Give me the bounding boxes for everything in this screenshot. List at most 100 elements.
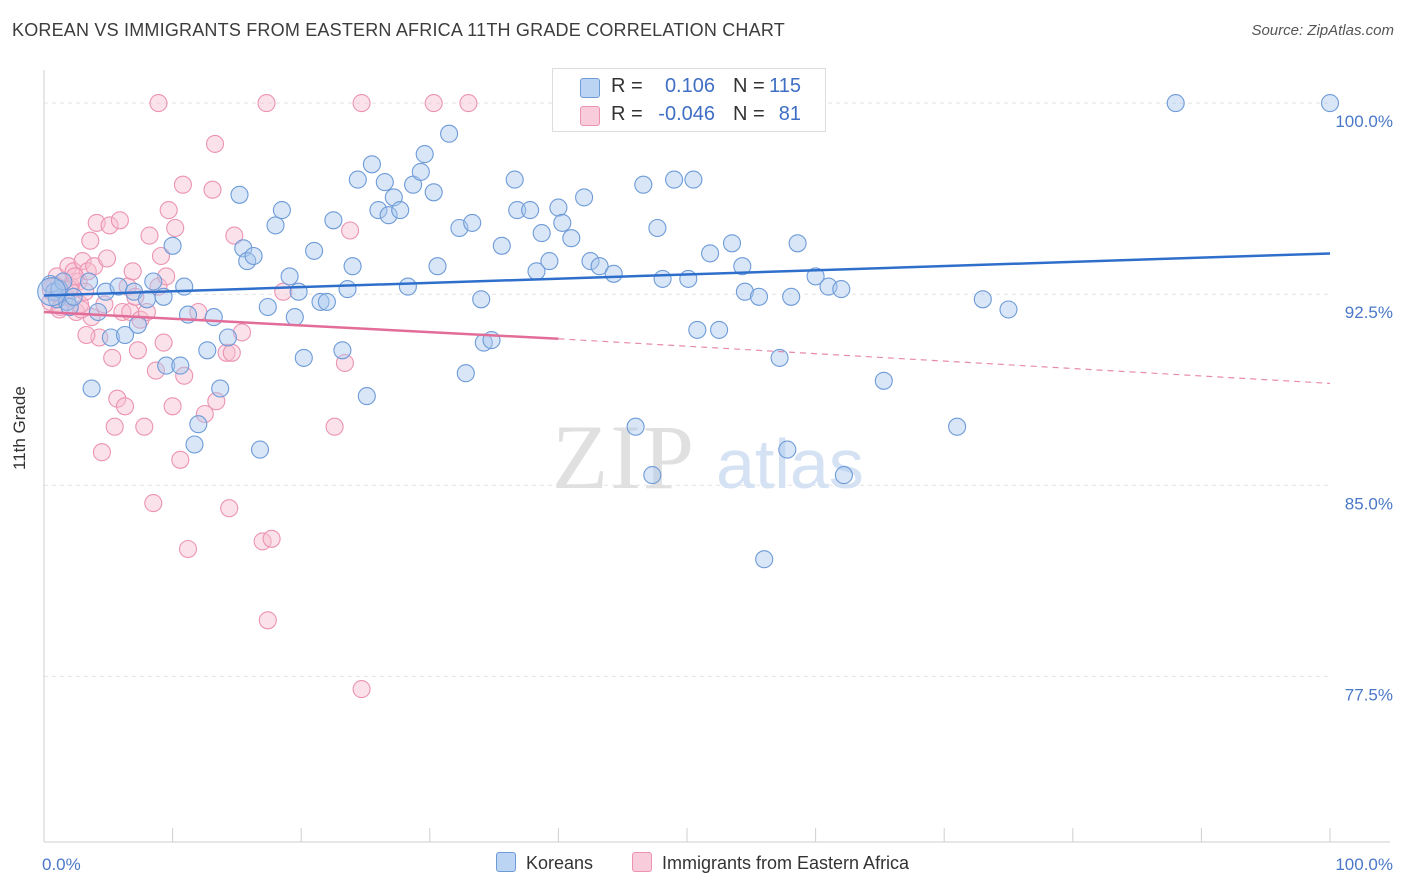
eastern-africa-point: [175, 366, 194, 385]
korean-point: [532, 224, 551, 243]
eastern-africa-point: [108, 389, 127, 408]
korean-point: [701, 244, 720, 263]
korean-point: [604, 264, 623, 283]
korean-point: [806, 267, 825, 286]
korean-point: [204, 308, 223, 327]
axes: [43, 70, 1390, 843]
eastern-africa-trend-extension: [558, 338, 1331, 384]
korean-point: [230, 185, 249, 204]
eastern-africa-point: [352, 94, 371, 113]
korean-point: [357, 387, 376, 406]
eastern-africa-trend-line: [43, 310, 559, 341]
korean-point: [324, 211, 343, 230]
chart-title: KOREAN VS IMMIGRANTS FROM EASTERN AFRICA…: [12, 20, 785, 40]
bottom-legend-eastern-africa: Immigrants from Eastern Africa: [632, 852, 909, 874]
legend-n-label: N =: [733, 103, 765, 125]
korean-point: [171, 356, 190, 375]
korean-point: [266, 216, 285, 235]
eastern-africa-point: [149, 94, 168, 113]
eastern-africa-point: [65, 267, 84, 286]
eastern-africa-point: [195, 404, 214, 424]
eastern-africa-point: [258, 611, 277, 630]
korean-point: [770, 348, 789, 367]
legend-r-value: 0.106: [664, 75, 715, 97]
y-tick-label: 77.5%: [1345, 685, 1393, 704]
korean-point: [590, 257, 609, 276]
korean-points: [37, 94, 1340, 569]
korean-point: [581, 252, 600, 271]
eastern-africa-point: [100, 216, 119, 235]
korean-point: [562, 229, 581, 248]
korean-point: [294, 348, 313, 367]
korean-point: [575, 188, 594, 207]
eastern-africa-point: [220, 499, 239, 518]
korean-point: [540, 252, 559, 271]
legend-n-value: 81: [778, 103, 801, 125]
legend-swatch-koreans: [580, 78, 600, 98]
korean-point: [60, 297, 79, 317]
watermark-atlas: atlas: [716, 425, 864, 503]
korean-point: [508, 201, 527, 220]
x-tick-labels: 0.0% 100.0%: [42, 855, 1393, 874]
eastern-africa-point: [171, 450, 190, 469]
y-tick-label: 85.0%: [1345, 494, 1393, 513]
eastern-africa-point: [424, 94, 443, 113]
korean-point: [185, 435, 204, 454]
correlation-legend: R = 0.106 N = 115 R = -0.046 N = 81: [552, 68, 826, 132]
eastern-africa-point: [135, 417, 154, 436]
korean-point: [733, 257, 752, 276]
korean-point: [428, 257, 447, 276]
eastern-africa-point: [131, 310, 150, 329]
eastern-africa-point: [166, 218, 185, 238]
korean-point: [163, 236, 182, 255]
eastern-africa-point: [110, 211, 129, 230]
korean-point: [311, 292, 330, 311]
korean-point: [88, 302, 108, 322]
korean-point: [626, 417, 645, 436]
y-tick-labels: 100.0% 92.5% 85.0% 77.5%: [1335, 112, 1393, 704]
korean-point: [280, 267, 299, 286]
bottom-legend-swatch-eastern-africa: [632, 852, 652, 872]
korean-point: [415, 145, 434, 164]
eastern-africa-point: [173, 175, 192, 194]
source-label: Source: ZipAtlas.com: [1251, 22, 1394, 39]
korean-point: [505, 170, 524, 189]
legend-r-label: R =: [611, 103, 643, 125]
legend-r-label: R =: [611, 75, 643, 97]
eastern-africa-point: [81, 231, 100, 250]
eastern-africa-point: [154, 333, 173, 352]
korean-point: [679, 269, 698, 288]
eastern-africa-point: [232, 323, 252, 342]
korean-point: [379, 206, 398, 225]
korean-point: [198, 341, 217, 360]
legend-swatch-eastern-africa: [580, 106, 600, 126]
eastern-africa-point: [325, 417, 344, 436]
x-tick-label: 100.0%: [1335, 855, 1393, 874]
korean-point: [144, 272, 163, 291]
korean-point: [710, 320, 729, 339]
eastern-africa-point: [76, 282, 95, 301]
korean-point: [973, 290, 992, 309]
korean-point: [79, 272, 99, 291]
korean-point: [411, 162, 430, 181]
y-tick-label: 92.5%: [1345, 303, 1393, 322]
korean-point: [244, 246, 263, 266]
korean-point: [456, 364, 475, 383]
eastern-africa-point: [178, 539, 198, 559]
korean-point: [398, 277, 417, 296]
korean-point: [874, 371, 893, 390]
eastern-africa-point: [77, 325, 96, 345]
korean-point: [653, 269, 672, 288]
korean-point: [305, 241, 324, 260]
korean-point: [64, 287, 83, 306]
korean-point: [472, 290, 491, 309]
korean-point: [634, 175, 653, 194]
korean-point: [643, 466, 662, 485]
eastern-africa-point: [123, 262, 142, 281]
korean-point: [521, 201, 540, 220]
eastern-africa-point: [262, 529, 281, 548]
eastern-africa-point: [203, 180, 222, 199]
eastern-africa-point: [274, 282, 293, 301]
korean-point: [54, 272, 73, 291]
korean-point: [424, 183, 443, 202]
